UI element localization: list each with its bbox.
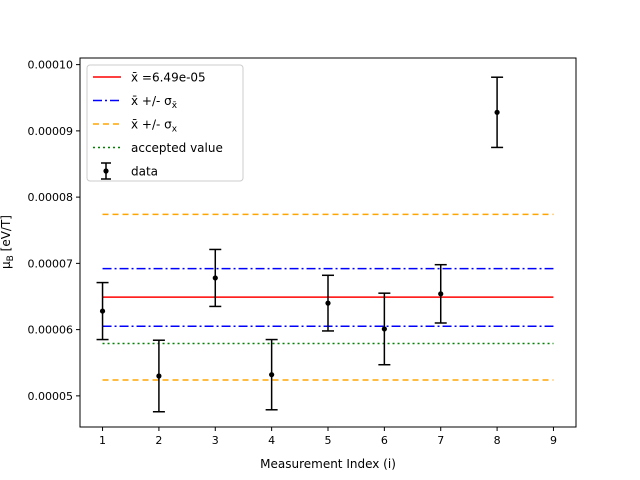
y-tick-label-2: 0.00007 [28, 257, 74, 270]
x-tick-label-4: 4 [268, 434, 275, 447]
legend-label: x̄ +/- σx [131, 118, 178, 135]
legend-label: data [131, 165, 158, 179]
y-tick-label-0: 0.00005 [28, 390, 74, 403]
legend-marker [103, 168, 109, 174]
legend-label: accepted value [131, 141, 223, 155]
data-point-7 [438, 291, 444, 297]
x-axis-label: Measurement Index (i) [260, 457, 396, 471]
x-tick-label-5: 5 [325, 434, 332, 447]
axes: 1 2 3 4 5 6 7 8 9 0.00005 0.00006 0.00007 0.00008 0.0… [28, 57, 577, 447]
data-point-6 [381, 326, 387, 332]
x-tick-label-9: 9 [550, 434, 557, 447]
x-tick-label-2: 2 [155, 434, 162, 447]
legend-item-mean: x̄ =6.49e-05 [93, 71, 206, 85]
y-tick-label-4: 0.00009 [28, 125, 74, 138]
legend-item-accepted: accepted value [93, 141, 223, 155]
legend-box [86, 64, 244, 182]
data-point-2 [156, 373, 162, 379]
data-point-1 [99, 308, 106, 314]
x-tick-label-6: 6 [381, 434, 388, 447]
legend-item-std: x̄ +/- σx [93, 118, 178, 135]
x-tick-label-7: 7 [437, 434, 444, 447]
legend-label: x̄ +/- σx̄ [131, 94, 178, 111]
x-tick-label-1: 1 [99, 434, 106, 447]
legend: x̄ =6.49e-05 x̄ +/- σx̄ x̄ +/- σx accepted … [86, 64, 244, 182]
data-point-5 [325, 300, 331, 306]
x-tick-label-3: 3 [212, 434, 219, 447]
data-point-8 [494, 109, 500, 115]
y-axis-label: μB [eV/T] [0, 215, 16, 269]
data-point-3 [212, 275, 218, 281]
x-tick-label-8: 8 [494, 434, 501, 447]
data-point-4 [269, 372, 275, 378]
data-points [96, 76, 504, 413]
legend-item-sem: x̄ +/- σx̄ [93, 94, 178, 111]
y-tick-label-3: 0.00008 [28, 191, 74, 204]
y-tick-label-1: 0.00006 [28, 324, 74, 337]
y-tick-label-5: 0.00010 [28, 59, 74, 72]
legend-item-data: data [101, 162, 158, 180]
legend-label: x̄ =6.49e-05 [131, 71, 206, 85]
